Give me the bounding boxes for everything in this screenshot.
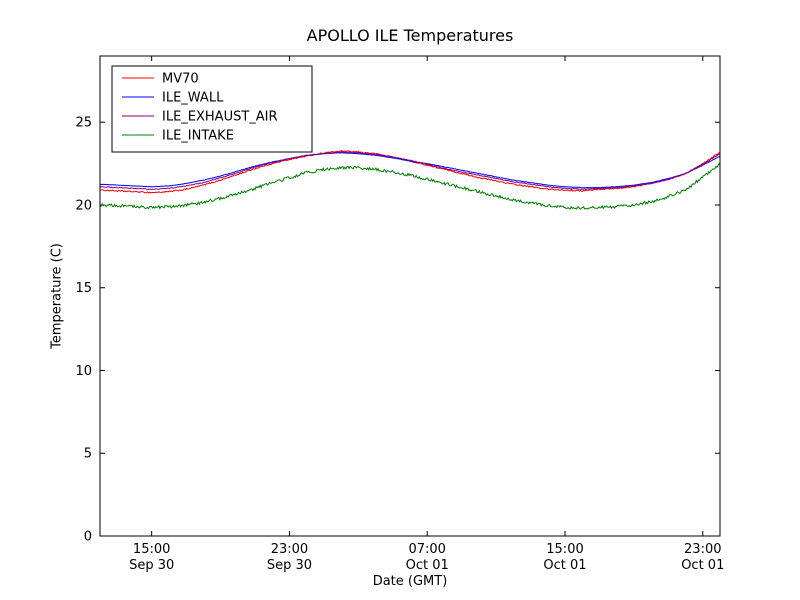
- y-tick-label: 5: [84, 447, 92, 462]
- x-tick-label-date: Oct 01: [406, 558, 449, 573]
- x-tick-label-time: 15:00: [133, 542, 170, 557]
- series-line-ile_wall: [99, 152, 721, 189]
- x-tick-label-date: Oct 01: [681, 558, 724, 573]
- x-tick-label-time: 15:00: [546, 542, 583, 557]
- legend-label-ile_exhaust_air: ILE_EXHAUST_AIR: [162, 110, 278, 125]
- series-line-ile_exhaust_air: [99, 151, 721, 191]
- y-tick-label: 20: [75, 198, 92, 213]
- legend-label-ile_intake: ILE_INTAKE: [162, 129, 234, 144]
- x-tick-label-time: 23:00: [271, 542, 308, 557]
- x-tick-label-date: Sep 30: [129, 558, 174, 573]
- y-tick-label: 10: [75, 364, 92, 379]
- chart-title: APOLLO ILE Temperatures: [306, 26, 514, 45]
- legend-label-ile_wall: ILE_WALL: [162, 91, 224, 106]
- x-tick-label-date: Oct 01: [543, 558, 586, 573]
- legend-label-mv70: MV70: [162, 72, 199, 87]
- y-tick-label: 25: [75, 116, 92, 131]
- y-axis-label: Temperature (C): [49, 243, 65, 349]
- series-line-ile_intake: [99, 162, 721, 210]
- x-axis-label: Date (GMT): [372, 574, 448, 589]
- plot-frame: [99, 55, 721, 537]
- legend-box: [111, 65, 313, 153]
- x-tick-label-time: 23:00: [684, 542, 721, 557]
- y-tick-label: 15: [75, 281, 92, 296]
- y-tick-label: 0: [84, 530, 92, 545]
- x-tick-label-date: Sep 30: [267, 558, 312, 573]
- x-tick-label-time: 07:00: [408, 542, 445, 557]
